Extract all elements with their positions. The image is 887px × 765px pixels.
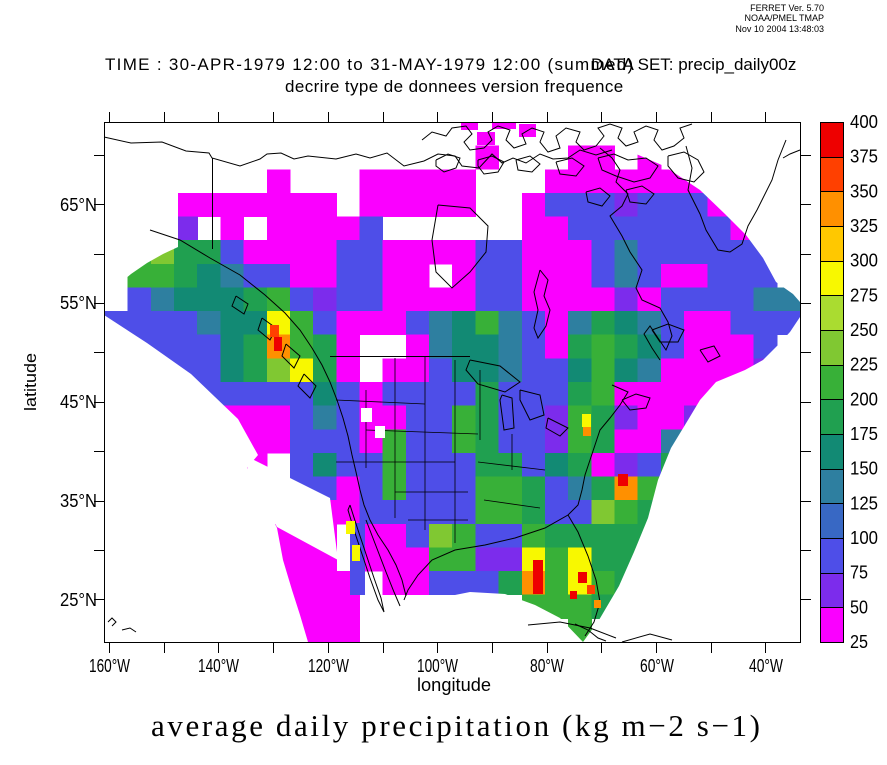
svg-text:55°N: 55°N	[60, 293, 97, 313]
svg-text:longitude: longitude	[417, 675, 491, 695]
svg-text:100: 100	[850, 528, 878, 548]
svg-text:25°N: 25°N	[60, 590, 97, 610]
svg-text:25: 25	[850, 632, 868, 652]
svg-text:150: 150	[850, 459, 878, 479]
svg-text:40°W: 40°W	[749, 656, 783, 676]
svg-text:140°W: 140°W	[198, 656, 239, 676]
svg-text:325: 325	[850, 216, 878, 236]
svg-text:45°N: 45°N	[60, 392, 97, 412]
svg-text:50: 50	[850, 597, 868, 617]
svg-text:160°W: 160°W	[89, 656, 130, 676]
svg-text:60°W: 60°W	[640, 656, 674, 676]
svg-text:100°W: 100°W	[417, 656, 458, 676]
svg-text:35°N: 35°N	[60, 491, 97, 511]
svg-text:225: 225	[850, 355, 878, 375]
svg-text:250: 250	[850, 320, 878, 340]
svg-text:80°W: 80°W	[530, 656, 564, 676]
svg-text:300: 300	[850, 251, 878, 271]
svg-text:120°W: 120°W	[308, 656, 349, 676]
svg-text:latitude: latitude	[21, 353, 40, 411]
svg-text:375: 375	[850, 147, 878, 167]
svg-text:65°N: 65°N	[60, 195, 97, 215]
svg-text:350: 350	[850, 181, 878, 201]
svg-text:275: 275	[850, 285, 878, 305]
svg-text:175: 175	[850, 424, 878, 444]
svg-text:400: 400	[850, 112, 878, 132]
svg-text:75: 75	[850, 563, 868, 583]
svg-text:125: 125	[850, 493, 878, 513]
svg-text:200: 200	[850, 389, 878, 409]
